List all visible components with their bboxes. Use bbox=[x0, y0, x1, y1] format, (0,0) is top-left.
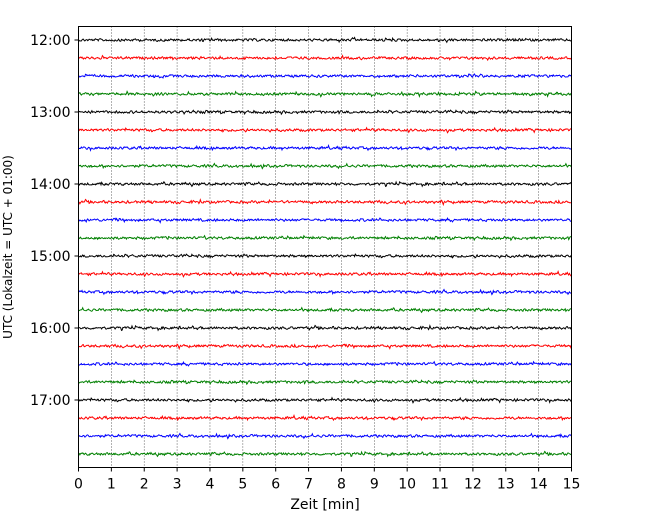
trace-line bbox=[78, 432, 572, 440]
x-tick-label: 5 bbox=[238, 477, 247, 493]
trace-line bbox=[78, 343, 572, 351]
x-axis-label: Zeit [min] bbox=[290, 497, 359, 513]
trace-line bbox=[78, 253, 572, 259]
trace-line bbox=[78, 270, 572, 278]
trace-line bbox=[78, 144, 572, 152]
y-tick-label: 16:00 bbox=[30, 321, 70, 337]
trace-line bbox=[78, 216, 572, 224]
vertical-grid-lines bbox=[111, 26, 539, 468]
x-tick-label: 10 bbox=[398, 477, 416, 493]
trace-line bbox=[78, 414, 572, 422]
y-tick-label: 13:00 bbox=[30, 105, 70, 121]
x-tick-label: 0 bbox=[74, 477, 83, 493]
x-tick-label: 3 bbox=[173, 477, 182, 493]
y-tick-label: 14:00 bbox=[30, 177, 70, 193]
y-tick-label: 12:00 bbox=[30, 33, 70, 49]
trace-line bbox=[78, 126, 572, 134]
trace-line bbox=[78, 109, 572, 116]
trace-line bbox=[78, 306, 572, 314]
x-tick-label: 6 bbox=[271, 477, 280, 493]
x-tick-label: 14 bbox=[530, 477, 548, 493]
seismic-traces bbox=[78, 36, 572, 458]
x-tick-label: 12 bbox=[464, 477, 482, 493]
x-tick-label: 11 bbox=[431, 477, 449, 493]
y-axis-ticks: 12:00 13:00 14:00 15:00 16:00 17:00 bbox=[30, 33, 79, 409]
trace-line bbox=[78, 73, 572, 79]
trace-line bbox=[78, 198, 572, 207]
x-tick-label: 1 bbox=[107, 477, 116, 493]
trace-line bbox=[78, 162, 572, 170]
y-tick-label: 15:00 bbox=[30, 249, 70, 265]
x-axis-ticks: 0 1 2 3 4 5 6 7 8 9 10 11 12 13 14 15 bbox=[74, 467, 581, 493]
trace-line bbox=[78, 324, 572, 332]
trace-line bbox=[78, 36, 572, 44]
trace-line bbox=[78, 234, 572, 242]
trace-line bbox=[78, 90, 572, 99]
trace-line bbox=[78, 450, 572, 458]
y-axis-label: UTC (Lokalzeit = UTC + 01:00) bbox=[1, 155, 15, 339]
trace-line bbox=[78, 288, 572, 296]
x-tick-label: 15 bbox=[563, 477, 581, 493]
x-tick-label: 13 bbox=[497, 477, 515, 493]
trace-line bbox=[78, 396, 572, 404]
x-tick-label: 8 bbox=[337, 477, 346, 493]
trace-line bbox=[78, 379, 572, 386]
trace-line bbox=[78, 360, 572, 367]
x-tick-label: 9 bbox=[370, 477, 379, 493]
trace-line bbox=[78, 54, 572, 62]
y-tick-label: 17:00 bbox=[30, 393, 70, 409]
plot-frame bbox=[78, 26, 572, 468]
x-tick-label: 2 bbox=[140, 477, 149, 493]
x-tick-label: 7 bbox=[304, 477, 313, 493]
trace-line bbox=[78, 180, 572, 188]
x-tick-label: 4 bbox=[206, 477, 215, 493]
